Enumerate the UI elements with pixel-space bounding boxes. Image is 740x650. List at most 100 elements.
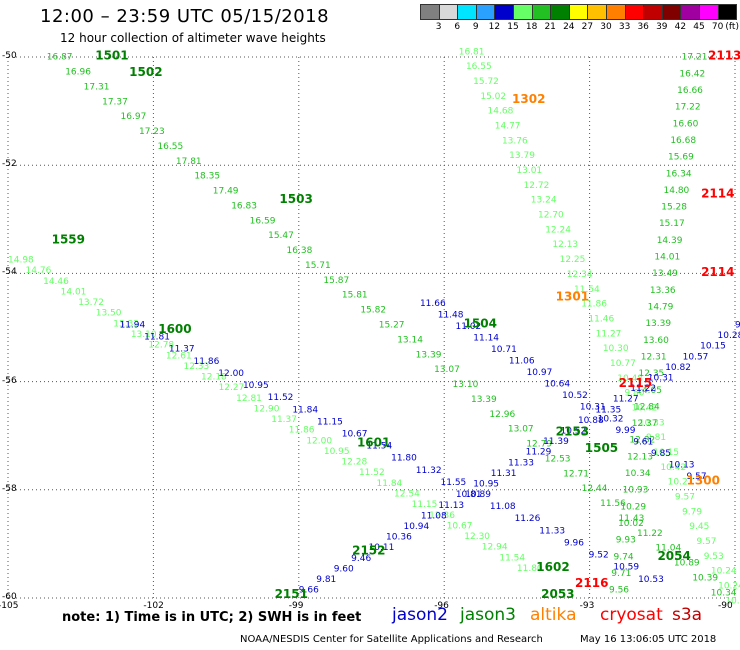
- wave-height-value: 9.45: [689, 522, 709, 532]
- wave-height-value: 10.07: [725, 596, 740, 606]
- wave-height-value: 9.96: [564, 538, 584, 548]
- wave-height-value: 11.81: [144, 333, 170, 343]
- wave-height-value: 12.37: [632, 419, 658, 429]
- wave-height-value: 16.60: [673, 119, 699, 129]
- color-scale-tick: 12: [488, 22, 501, 32]
- wave-height-value: 13.24: [531, 196, 557, 206]
- pass-time-label: 1602: [536, 560, 569, 574]
- wave-height-value: 9.79: [682, 507, 702, 517]
- wave-height-value: 10.57: [683, 352, 709, 362]
- wave-height-value: 13.39: [416, 350, 442, 360]
- latitude-tick-label: -56: [2, 375, 17, 386]
- wave-height-value: 11.15: [412, 500, 438, 510]
- wave-height-value: 16.66: [677, 86, 703, 96]
- credit-line: NOAA/NESDIS Center for Satellite Applica…: [240, 634, 543, 645]
- latitude-tick-label: -60: [2, 592, 17, 602]
- wave-height-value: 15.69: [668, 153, 694, 163]
- wave-height-value: 10.53: [638, 575, 664, 585]
- wave-height-value: 9.57: [687, 472, 707, 482]
- wave-height-value: 12.00: [218, 369, 244, 379]
- wave-height-value: 11.86: [289, 426, 315, 436]
- color-scale-tick: 27: [581, 22, 594, 32]
- wave-height-value: 10.93: [623, 486, 649, 496]
- wave-height-value: 14.80: [664, 186, 690, 196]
- wave-height-value: 16.96: [65, 68, 91, 78]
- color-scale-tick: 21: [544, 22, 556, 32]
- wave-height-value: 9.71: [611, 569, 631, 579]
- wave-height-value: 12.30: [464, 532, 490, 542]
- wave-height-value: 14.98: [8, 256, 34, 266]
- pass-time-label: 1301: [556, 289, 589, 303]
- wave-height-value: 10.30: [603, 344, 629, 354]
- wave-height-value: 16.83: [231, 201, 257, 211]
- color-scale-tick: 33: [618, 22, 631, 32]
- wave-height-value: 12.61: [166, 351, 192, 361]
- wave-height-value: 12.54: [394, 490, 420, 500]
- wave-height-value: 18.35: [194, 172, 220, 182]
- pass-time-label: 1503: [279, 192, 312, 206]
- map-subtitle: 12 hour collection of altimeter wave hei…: [60, 31, 326, 45]
- wave-height-value: 10.82: [665, 363, 691, 373]
- wave-height-value: 13.72: [78, 298, 104, 308]
- wave-height-value: 9.74: [614, 552, 634, 562]
- satellite-legend-cryosat: cryosat: [600, 605, 663, 625]
- wave-height-value: 12.28: [341, 458, 367, 468]
- wave-height-value: 12.79: [526, 440, 552, 450]
- wave-height-value: 10.77: [610, 359, 636, 369]
- wave-height-value: 13.60: [643, 336, 669, 346]
- wave-height-value: 13.32: [113, 319, 139, 329]
- longitude-tick-label: -105: [0, 601, 19, 611]
- wave-height-value: 16.59: [250, 216, 276, 226]
- wave-height-value: 10.24: [718, 582, 740, 592]
- wave-height-value: 9.52: [589, 551, 609, 561]
- wave-height-value: 10.88: [578, 416, 604, 426]
- wave-height-value: 9.60: [334, 564, 354, 574]
- pass-time-label: 2151: [275, 587, 308, 601]
- wave-height-value: 13.01: [516, 166, 542, 176]
- wave-height-value: 11.80: [391, 454, 417, 464]
- wave-height-value: 15.87: [323, 276, 349, 286]
- wave-height-value: 11.37: [169, 345, 195, 355]
- pass-time-label: 2116: [575, 576, 608, 590]
- wave-height-value: 17.31: [84, 82, 110, 92]
- wave-height-value: 14.79: [648, 302, 674, 312]
- pass-time-label: 2153: [556, 425, 589, 439]
- wave-height-value: 10.36: [386, 533, 412, 543]
- wave-height-value: 11.86: [581, 300, 607, 310]
- wave-height-value: 15.02: [480, 92, 506, 102]
- wave-height-value: 10.13: [669, 460, 695, 470]
- pass-time-label: 1504: [464, 317, 497, 331]
- wave-height-value: 11.08: [490, 502, 516, 512]
- color-scale-tick: 3: [435, 22, 442, 32]
- pass-time-label: 2152: [352, 544, 385, 558]
- wave-height-value: 10.64: [544, 380, 570, 390]
- color-scale-tick: 36: [637, 22, 649, 32]
- wave-height-value: 9.56: [609, 586, 629, 596]
- wave-height-value: 14.77: [495, 121, 521, 131]
- pass-time-label: 2115: [619, 376, 652, 390]
- wave-height-value: 9.61: [633, 437, 653, 447]
- wave-height-value: 10.95: [324, 447, 350, 457]
- wave-height-value: 17.23: [139, 127, 165, 137]
- wave-height-value: 15.27: [379, 321, 405, 331]
- wave-height-value: 11.55: [441, 478, 467, 488]
- wave-height-value: 13.39: [645, 319, 671, 329]
- wave-height-value: 10.89: [674, 559, 700, 569]
- wave-height-value: 11.14: [473, 333, 499, 343]
- wave-height-value: 11.52: [359, 468, 385, 478]
- wave-height-value: 9.81: [646, 433, 666, 443]
- wave-height-value: 16.55: [157, 142, 183, 152]
- longitude-tick-label: -96: [434, 601, 449, 611]
- wave-height-value: 11.33: [508, 458, 534, 468]
- wave-height-value: 10.34: [711, 588, 737, 598]
- wave-height-value: 11.80: [517, 564, 543, 574]
- longitude-tick-label: -90: [718, 601, 733, 611]
- wave-height-value: 9.93: [616, 536, 636, 546]
- wave-height-value: 15.71: [305, 261, 331, 271]
- wave-height-value: 11.46: [588, 314, 614, 324]
- pass-time-label: 1601: [357, 436, 390, 450]
- wave-height-value: 15.81: [342, 291, 368, 301]
- wave-height-value: 12.18: [201, 373, 227, 383]
- wave-height-value: 13.76: [502, 136, 528, 146]
